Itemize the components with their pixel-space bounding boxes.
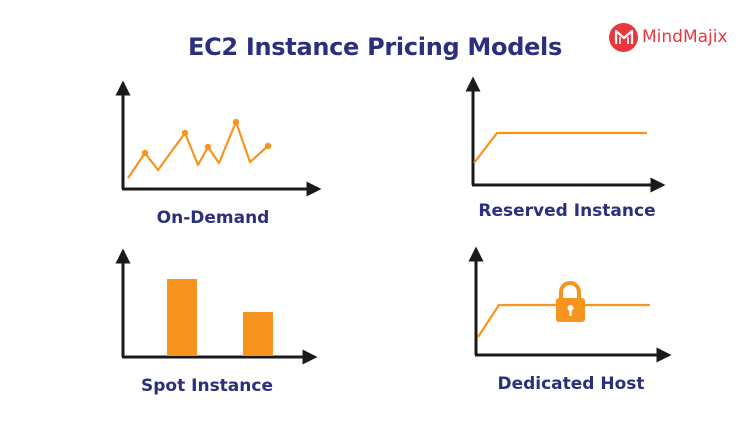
page-title: EC2 Instance Pricing Models bbox=[188, 33, 562, 61]
reserved-price-line bbox=[473, 131, 647, 164]
dedicated-host-label: Dedicated Host bbox=[497, 374, 645, 394]
on-demand-points bbox=[141, 118, 272, 157]
dedicated-host-graph bbox=[468, 246, 672, 363]
logo-text: MindMajix bbox=[642, 27, 728, 47]
dedicated-price-line bbox=[477, 303, 650, 338]
spot-instance-graph bbox=[115, 248, 318, 365]
spot-bar-high bbox=[167, 279, 197, 356]
reserved-instance-graph bbox=[465, 76, 666, 193]
lock-icon bbox=[556, 281, 585, 322]
on-demand-price-line bbox=[127, 120, 269, 179]
spot-instance-label: Spot Instance bbox=[141, 376, 273, 396]
on-demand-label: On-Demand bbox=[156, 208, 270, 228]
brand-logo: MindMajix bbox=[609, 21, 728, 53]
on-demand-graph bbox=[115, 80, 322, 197]
spot-bar-low bbox=[243, 312, 273, 356]
reserved-instance-label: Reserved Instance bbox=[478, 201, 656, 221]
mindmajix-logo-icon bbox=[609, 22, 638, 52]
